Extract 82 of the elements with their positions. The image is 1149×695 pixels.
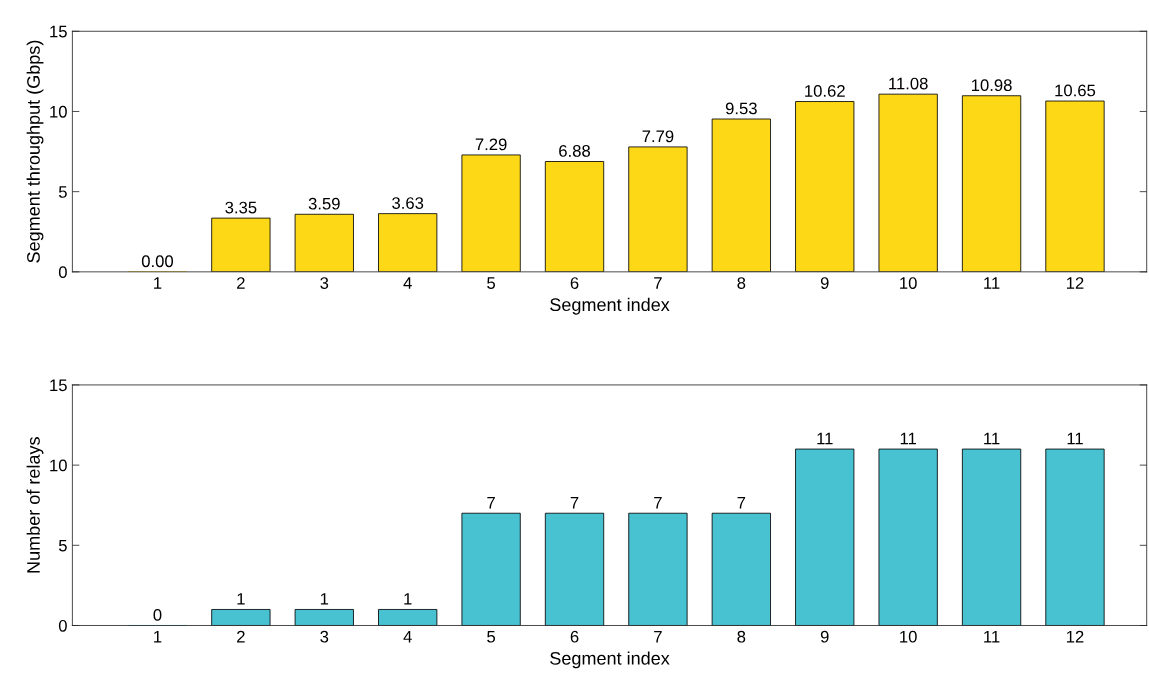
bar [461,154,521,272]
data-label: 11 [1067,432,1083,445]
data-label: 3.63 [392,197,424,209]
data-label: 7.29 [475,138,507,151]
y-tick-label: 5 [58,539,67,552]
bar [711,118,771,272]
data-label: 0 [153,609,162,621]
x-tick-label: 2 [237,277,245,289]
x-tick-label: 9 [820,630,829,643]
bar [211,217,271,272]
data-label: 11 [900,432,916,445]
y-axis-title: Number of relays [26,437,44,573]
x-tick-label: 5 [487,277,496,289]
x-tick-label: 9 [820,277,829,289]
x-tick-label: 4 [403,630,412,643]
x-tick-label: 12 [1066,630,1084,643]
data-label: 7 [570,496,579,509]
data-label: 7 [654,496,662,509]
data-label: 3.35 [225,201,257,214]
data-label: 3.59 [308,197,340,210]
data-label: 0.00 [141,255,174,268]
bar [544,512,605,626]
x-axis-title: Segment index [550,651,670,669]
bar [378,609,438,626]
bar [961,448,1022,626]
bar [211,609,271,626]
x-tick-label: 6 [570,277,579,289]
data-label: 1 [237,593,245,605]
x-tick-label: 7 [654,630,662,643]
bar [711,512,771,626]
x-tick-label: 1 [154,277,162,289]
data-label: 9.53 [725,102,757,115]
x-tick-label: 11 [984,277,1000,289]
bar [1045,448,1105,626]
bar [628,146,688,272]
y-axis-title: Segment throughput (Gbps) [26,40,44,263]
y-tick-label: 15 [50,379,67,392]
y-tick-label: 0 [58,619,67,632]
data-label: 1 [404,593,412,605]
bar [628,512,688,626]
x-tick-label: 8 [737,630,746,643]
x-tick-label: 1 [154,630,162,643]
x-tick-label: 3 [320,277,329,289]
bar [378,213,438,272]
data-label: 10.98 [971,79,1012,92]
bar [544,161,605,272]
x-tick-label: 12 [1066,277,1084,289]
bar [461,512,521,626]
bar [294,609,354,626]
y-tick-label: 10 [50,459,67,472]
x-tick-label: 4 [403,277,412,289]
bar [294,213,354,272]
y-tick-label: 15 [50,25,67,38]
bar [1045,100,1105,272]
data-label: 11 [817,432,833,445]
y-tick-label: 0 [58,266,67,279]
data-label: 10.62 [805,85,845,97]
y-tick-label: 5 [58,186,67,198]
x-tick-label: 2 [237,630,245,643]
x-tick-label: 11 [984,630,1000,643]
x-tick-label: 10 [900,277,917,289]
x-tick-label: 3 [320,630,329,643]
bar [878,448,938,626]
data-label: 1 [320,593,329,605]
x-tick-label: 6 [570,630,579,643]
data-label: 11 [984,432,1000,445]
x-axis-title: Segment index [550,297,670,315]
y-tick-label: 10 [50,105,67,118]
data-label: 7 [737,496,746,509]
x-tick-label: 5 [487,630,496,643]
x-tick-label: 8 [737,277,746,289]
data-label: 7.79 [642,130,674,143]
x-tick-label: 10 [900,630,917,643]
bar [961,95,1022,272]
data-label: 7 [487,496,495,509]
data-label: 6.88 [559,145,591,157]
data-label: 10.65 [1055,84,1096,97]
bar [795,448,855,626]
data-label: 11.08 [889,77,928,90]
bar [795,101,855,272]
x-tick-label: 7 [654,277,662,289]
bar [878,93,938,272]
